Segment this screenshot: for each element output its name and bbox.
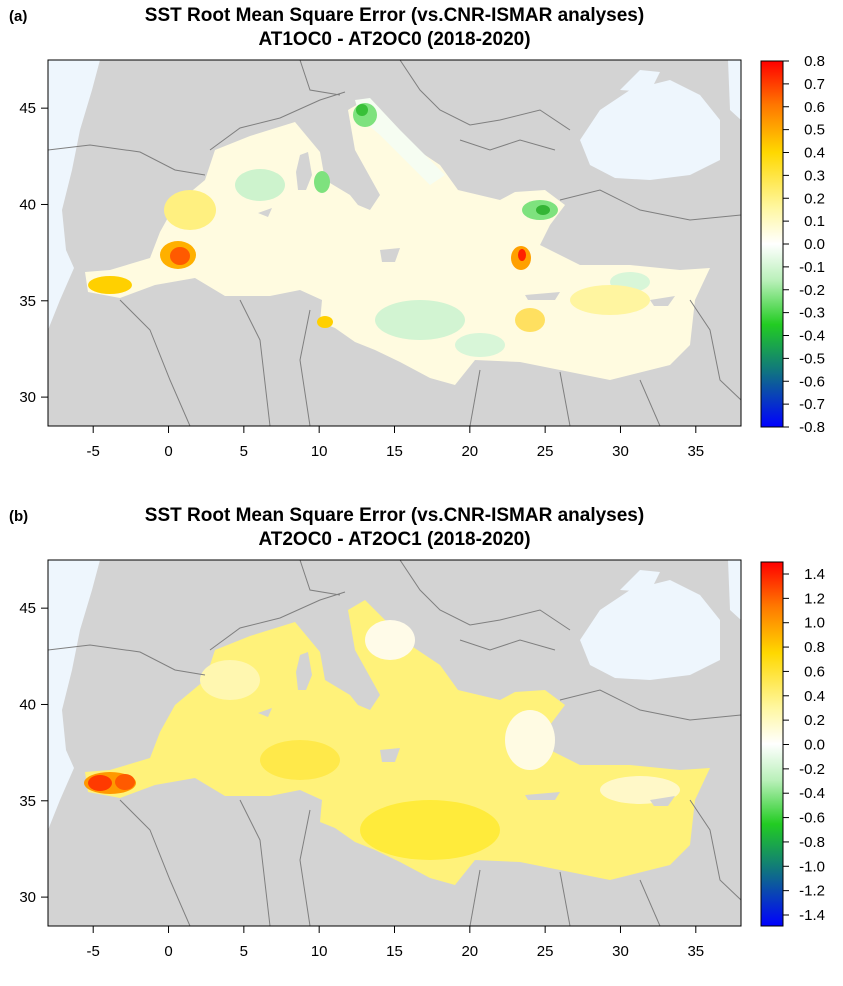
colorbar-ticks: 1.4 1.2 1.0 0.8 0.6 0.4 0.2 0.0 -0.2 -0.4 -0.6 -0.8…	[783, 566, 825, 924]
map-area	[48, 560, 741, 926]
y-tick-label: 40	[19, 696, 36, 713]
colorbar-label: -0.6	[799, 373, 825, 390]
colorbar	[760, 60, 784, 428]
x-tick-label: 35	[687, 943, 704, 960]
y-axis: 45 40 35 30	[19, 100, 48, 406]
y-tick-label: 30	[19, 389, 36, 406]
colorbar-label: -0.4	[799, 328, 825, 345]
black-sea	[580, 580, 720, 680]
colorbar-label: -1.2	[799, 883, 825, 900]
map-title-line2: AT2OC0 - AT2OC1 (2018-2020)	[258, 529, 531, 550]
colorbar-label: 0.3	[804, 167, 825, 184]
x-axis: -5 0 5 10 15 20 25 30 35	[87, 426, 704, 460]
panel-letter: (a)	[9, 8, 28, 25]
sicily	[380, 748, 400, 762]
colorbar-label: 0.2	[804, 190, 825, 207]
x-tick-label: 5	[240, 443, 248, 460]
country-borders	[48, 560, 741, 926]
x-tick-label: 15	[386, 943, 403, 960]
colorbar-label: 0.6	[804, 663, 825, 680]
balearic	[258, 708, 272, 717]
corsica-sardinia	[296, 152, 312, 190]
x-axis: -5 0 5 10 15 20 25 30 35	[87, 926, 704, 960]
colorbar-label: -1.0	[799, 858, 825, 875]
cyprus	[650, 296, 675, 306]
y-tick-label: 45	[19, 100, 36, 117]
colorbar-label: 1.4	[804, 566, 825, 583]
y-tick-label: 35	[19, 293, 36, 310]
colorbar-label: -0.2	[799, 282, 825, 299]
black-sea	[580, 80, 720, 180]
colorbar-label: -0.4	[799, 785, 825, 802]
map-title-line2: AT1OC0 - AT2OC0 (2018-2020)	[258, 29, 531, 50]
colorbar-label: 0.4	[804, 688, 825, 705]
balearic	[258, 208, 272, 217]
colorbar-label: 1.0	[804, 615, 825, 632]
panel-letter: (b)	[9, 508, 29, 525]
colorbar-label: -0.1	[799, 259, 825, 276]
colorbar-label: 0.4	[804, 145, 825, 162]
x-tick-label: 35	[687, 443, 704, 460]
colorbar-label: 0.6	[804, 99, 825, 116]
sicily	[380, 248, 400, 262]
atlantic-ocean	[48, 60, 100, 330]
x-tick-label: 20	[461, 443, 478, 460]
atlantic-ocean	[48, 560, 100, 830]
colorbar-label: -0.5	[799, 350, 825, 367]
corsica-sardinia	[296, 652, 312, 690]
colorbar-label: -0.2	[799, 761, 825, 778]
x-tick-label: 20	[461, 943, 478, 960]
x-tick-label: 0	[164, 943, 172, 960]
x-tick-label: 15	[386, 443, 403, 460]
map-title-line1: SST Root Mean Square Error (vs.CNR-ISMAR…	[144, 5, 645, 26]
colorbar-label: 0.7	[804, 76, 825, 93]
y-tick-label: 40	[19, 196, 36, 213]
crete	[525, 792, 560, 800]
colorbar-label: -1.4	[799, 907, 825, 924]
colorbar-label: 0.0	[804, 737, 825, 754]
x-tick-label: 10	[311, 443, 328, 460]
crete	[525, 292, 560, 300]
y-tick-label: 35	[19, 793, 36, 810]
colorbar-label: 0.0	[804, 236, 825, 253]
colorbar-label: 1.2	[804, 590, 825, 607]
colorbar-ticks: 0.8 0.7 0.6 0.5 0.4 0.3 0.2 0.1 0.0 -0.1 -0.2 -0.3 -…	[783, 53, 825, 436]
colorbar-label: 0.1	[804, 213, 825, 230]
colorbar-label: -0.8	[799, 834, 825, 851]
map-figure: -5 0 5 10 15 20 25 30 35 45 40 35 30 1.4 1.2 1.0 0.8 0.…	[19, 559, 825, 960]
x-tick-label: -5	[87, 443, 100, 460]
map-area	[48, 60, 741, 426]
colorbar-label: -0.6	[799, 810, 825, 827]
colorbar	[760, 561, 784, 927]
azov-sea	[620, 70, 660, 92]
colorbar-label: -0.8	[799, 419, 825, 436]
x-tick-label: 5	[240, 943, 248, 960]
x-tick-label: 25	[537, 443, 554, 460]
x-tick-label: -5	[87, 943, 100, 960]
colorbar-label: 0.5	[804, 122, 825, 139]
colorbar-label: -0.7	[799, 396, 825, 413]
map-title-line1: SST Root Mean Square Error (vs.CNR-ISMAR…	[144, 505, 645, 526]
azov-sea	[620, 570, 660, 592]
cyprus	[650, 796, 675, 806]
y-tick-label: 45	[19, 600, 36, 617]
map-panel-b: (b) SST Root Mean Square Error (vs.CNR-I…	[0, 500, 843, 986]
y-axis: 45 40 35 30	[19, 600, 48, 906]
map-panel-a: (a) SST Root Mean Square Error (vs.CNR-I…	[0, 0, 843, 486]
x-tick-label: 10	[311, 943, 328, 960]
colorbar-label: 0.8	[804, 53, 825, 70]
x-tick-label: 0	[164, 443, 172, 460]
x-tick-label: 30	[612, 443, 629, 460]
y-tick-label: 30	[19, 889, 36, 906]
colorbar-label: -0.3	[799, 305, 825, 322]
x-tick-label: 25	[537, 943, 554, 960]
sea-surface	[85, 100, 710, 385]
colorbar-label: 0.8	[804, 639, 825, 656]
x-tick-label: 30	[612, 943, 629, 960]
country-borders	[48, 60, 741, 426]
colorbar-label: 0.2	[804, 712, 825, 729]
